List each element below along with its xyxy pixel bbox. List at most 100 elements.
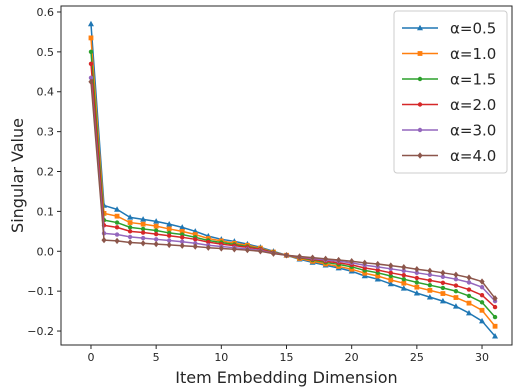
data-point (453, 295, 459, 300)
data-point (87, 20, 94, 27)
data-point (400, 285, 407, 291)
data-point (114, 206, 121, 212)
y-tick-label: −0.2 (27, 325, 54, 338)
y-tick-label: 0.0 (37, 245, 55, 258)
data-point (414, 284, 420, 290)
data-point (140, 226, 146, 232)
data-point (375, 260, 381, 268)
data-point (114, 213, 120, 219)
data-point (114, 220, 120, 225)
data-point (127, 214, 134, 220)
data-point (244, 246, 250, 254)
data-point (192, 243, 198, 250)
data-point (179, 228, 185, 234)
data-point (492, 323, 498, 329)
data-point (88, 61, 94, 67)
x-tick-label: 10 (214, 351, 228, 364)
data-point (401, 264, 407, 271)
legend-item: α=4.0 (402, 147, 496, 165)
data-point (166, 241, 172, 249)
data-point (127, 229, 133, 234)
data-point (114, 225, 120, 230)
data-point (440, 285, 446, 291)
data-point (88, 49, 94, 55)
data-point (140, 230, 146, 235)
data-point (153, 231, 159, 237)
data-point (452, 303, 459, 309)
y-tick-label: 0.5 (37, 46, 55, 59)
data-point (166, 220, 173, 227)
legend-item: α=1.5 (402, 71, 496, 89)
data-point (88, 75, 94, 80)
data-point (479, 300, 485, 305)
data-point (440, 280, 446, 285)
y-axis-label: Singular Value (8, 118, 27, 233)
data-point (349, 258, 355, 265)
series-6 (88, 78, 498, 302)
x-axis-ticks: 0 5 10 15 20 25 30 (87, 345, 489, 364)
data-point (153, 228, 159, 233)
data-point (466, 287, 472, 292)
y-tick-label: 0.2 (37, 166, 55, 179)
legend-item: α=2.0 (402, 96, 496, 114)
data-point (479, 278, 485, 285)
data-point (127, 225, 133, 230)
data-point (296, 253, 303, 260)
data-point (270, 250, 277, 257)
data-point (127, 239, 133, 246)
data-point (127, 220, 133, 225)
data-point (465, 309, 472, 316)
x-tick-label: 25 (410, 351, 424, 364)
data-point (413, 289, 420, 296)
legend-label: α=1.5 (450, 71, 496, 89)
data-point (492, 304, 498, 310)
series-layer (87, 20, 499, 339)
legend-marker (417, 24, 423, 31)
data-point (166, 238, 172, 243)
data-point (127, 234, 133, 240)
legend-label: α=2.0 (450, 96, 496, 114)
y-tick-label: 0.6 (37, 6, 55, 19)
legend-item: α=1.0 (402, 45, 496, 63)
legend-item: α=3.0 (402, 122, 496, 140)
data-point (388, 273, 393, 279)
data-point (323, 255, 329, 263)
data-point (479, 307, 485, 313)
data-point (387, 280, 394, 287)
data-point (153, 218, 160, 224)
y-axis-ticks: −0.2 −0.1 0.0 0.1 0.2 0.3 0.4 0.5 0.6 (27, 6, 61, 338)
data-point (375, 273, 381, 279)
data-point (427, 267, 433, 275)
data-point (140, 216, 147, 222)
data-point (362, 259, 368, 267)
data-point (140, 240, 146, 247)
data-point (479, 317, 486, 324)
data-point (336, 256, 342, 264)
data-point (453, 288, 459, 294)
x-tick-label: 5 (153, 351, 160, 364)
legend-label: α=3.0 (450, 122, 496, 140)
data-point (479, 292, 485, 298)
data-point (388, 277, 394, 283)
data-point (179, 242, 185, 249)
x-axis-label: Item Embedding Dimension (175, 368, 397, 387)
data-point (218, 245, 224, 252)
data-point (426, 293, 433, 300)
legend: α=0.5 α=1.0 α=1.5 α=2.0 α=3.0 α=4.0 (393, 10, 508, 174)
data-point (179, 224, 186, 230)
data-point (492, 295, 498, 302)
data-point (374, 275, 381, 282)
data-point (362, 270, 368, 276)
data-point (440, 291, 446, 296)
legend-label: α=1.0 (450, 45, 496, 63)
data-point (166, 233, 172, 238)
data-point (309, 254, 316, 261)
data-point (414, 266, 420, 273)
data-point (101, 236, 107, 244)
data-point (466, 293, 472, 299)
data-point (166, 226, 172, 232)
legend-marker (417, 127, 423, 133)
data-point (192, 232, 198, 237)
data-point (466, 300, 472, 306)
